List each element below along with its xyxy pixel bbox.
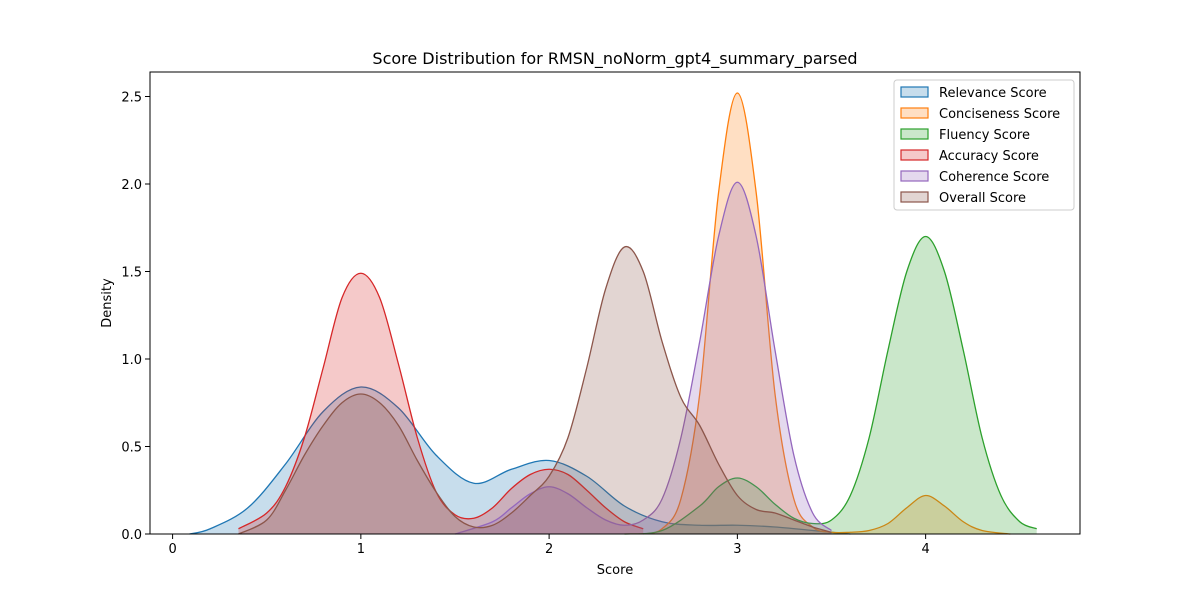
legend-label: Accuracy Score — [939, 149, 1039, 164]
x-tick-label: 1 — [357, 542, 365, 557]
legend-label: Coherence Score — [939, 170, 1049, 185]
density-area-conciseness-score — [643, 93, 1011, 534]
x-tick-label: 0 — [168, 542, 176, 557]
density-line-overall-score — [238, 245, 832, 535]
y-tick-label: 0.5 — [121, 441, 142, 456]
density-line-relevance-score — [189, 386, 851, 535]
density-area-overall-score — [238, 246, 832, 535]
x-axis-ticks: 0 1 2 3 4 — [168, 534, 930, 557]
plot-area — [189, 92, 1037, 535]
y-tick-label: 0.0 — [121, 528, 142, 543]
density-line-fluency-score — [624, 235, 1037, 535]
legend-swatch — [900, 107, 929, 119]
y-tick-label: 1.5 — [121, 266, 142, 281]
x-tick-label: 3 — [733, 542, 741, 557]
density-area-fluency-score — [624, 236, 1037, 534]
density-line-conciseness-score — [643, 92, 1011, 535]
legend-label: Relevance Score — [939, 86, 1047, 101]
legend-label: Overall Score — [939, 191, 1026, 206]
plot-frame — [149, 71, 1081, 535]
legend-box — [893, 79, 1075, 211]
density-line-accuracy-score — [238, 272, 644, 530]
legend-swatch — [900, 128, 929, 140]
legend-swatch — [900, 170, 929, 182]
x-tick-label: 2 — [545, 542, 553, 557]
y-tick-label: 2.5 — [121, 91, 142, 106]
chart-title: Score Distribution for RMSN_noNorm_gpt4_… — [372, 49, 857, 69]
legend: Relevance Score Conciseness Score Fluency … — [893, 79, 1075, 211]
legend-swatch — [900, 191, 929, 203]
y-axis-ticks: 0.0 0.5 1.0 1.5 2.0 2.5 — [121, 91, 150, 543]
legend-swatch — [900, 149, 929, 161]
y-tick-label: 1.0 — [121, 353, 142, 368]
legend-label: Fluency Score — [939, 128, 1030, 143]
x-tick-label: 4 — [921, 542, 929, 557]
legend-label: Conciseness Score — [939, 107, 1060, 122]
density-area-coherence-score — [454, 182, 832, 534]
density-area-relevance-score — [189, 386, 851, 534]
y-tick-label: 2.0 — [121, 178, 142, 193]
density-area-accuracy-score — [238, 273, 644, 534]
y-axis-label: Density — [100, 278, 115, 328]
x-axis-label: Score — [597, 563, 633, 578]
legend-swatch — [900, 86, 929, 98]
